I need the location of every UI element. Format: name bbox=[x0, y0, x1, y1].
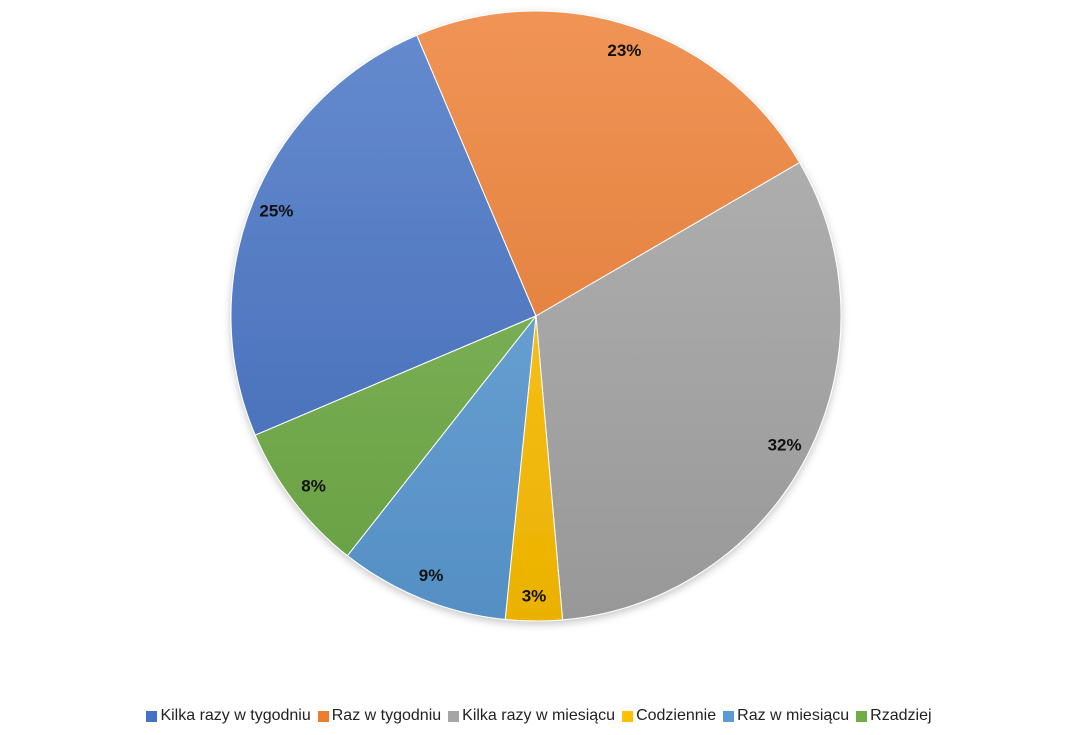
pie-data-label-2: 23% bbox=[607, 41, 641, 60]
pie-data-label-6: 8% bbox=[301, 477, 326, 496]
legend-entry-5: Raz w miesiącu bbox=[723, 707, 849, 725]
legend-label: Raz w tygodniu bbox=[331, 707, 442, 724]
legend-entry-3: Kilka razy w miesiącu bbox=[448, 707, 615, 725]
pie-slice-1 bbox=[230, 34, 537, 436]
pie-slice-3 bbox=[535, 161, 842, 621]
legend-label: Kilka razy w tygodniu bbox=[160, 707, 311, 724]
pie-data-label-1: 25% bbox=[259, 202, 293, 221]
legend-label: Codziennie bbox=[636, 707, 717, 724]
chart-legend: Kilka razy w tygodniu Raz w tygodniu Kilka… bbox=[0, 707, 1078, 725]
pie-data-label-3: 32% bbox=[768, 435, 802, 454]
legend-label: Rzadziej bbox=[870, 707, 932, 724]
legend-label: Raz w miesiącu bbox=[737, 707, 850, 724]
legend-entry-1: Kilka razy w tygodniu bbox=[146, 707, 311, 725]
pie-slices bbox=[230, 10, 842, 622]
legend-swatch bbox=[622, 710, 634, 722]
pie-data-labels: 25% 23% 32% 3% 9% 8% bbox=[259, 41, 801, 606]
legend-swatch bbox=[723, 710, 735, 722]
legend-entry-4: Codziennie bbox=[622, 707, 716, 725]
pie-data-label-4: 3% bbox=[522, 587, 547, 606]
pie-data-label-5: 9% bbox=[419, 566, 444, 585]
legend-swatch bbox=[146, 710, 158, 722]
legend-swatch bbox=[856, 710, 868, 722]
legend-entry-2: Raz w tygodniu bbox=[317, 707, 442, 725]
pie-slice-5 bbox=[346, 314, 537, 620]
legend-swatch bbox=[317, 710, 329, 722]
legend-swatch bbox=[448, 710, 460, 722]
legend-label: Kilka razy w miesiącu bbox=[462, 707, 616, 724]
legend-entry-6: Rzadziej bbox=[856, 707, 932, 725]
pie-slice-2 bbox=[416, 10, 801, 317]
pie-slice-6 bbox=[254, 315, 537, 557]
